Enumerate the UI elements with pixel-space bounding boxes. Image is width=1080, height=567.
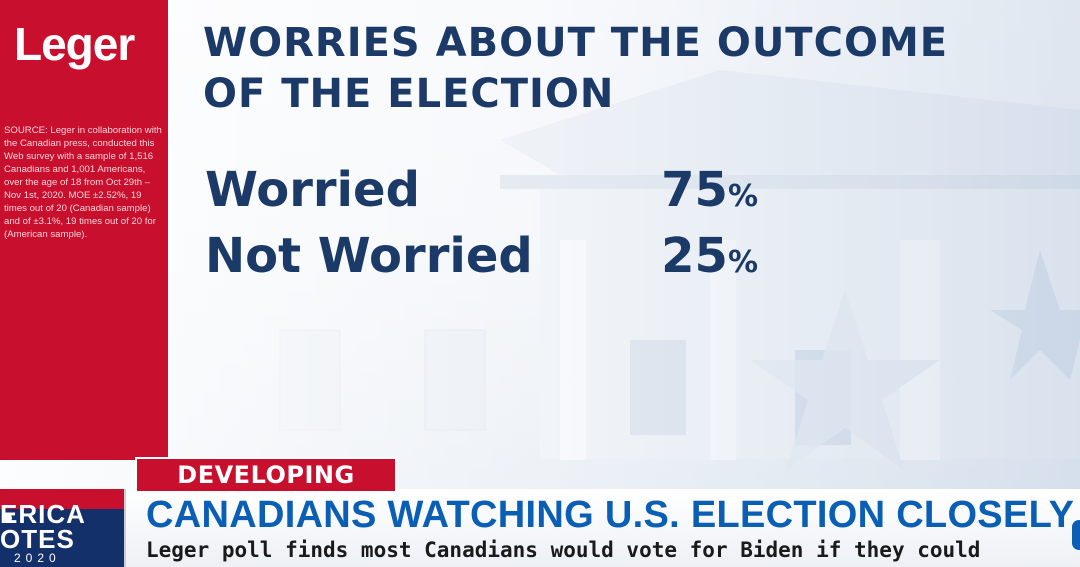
source-panel: Leger SOURCE: Leger in collaboration wit…	[0, 0, 168, 460]
logo-line-1: ERICA	[0, 499, 86, 529]
star-dot-icon	[2, 513, 12, 523]
result-unit: %	[727, 245, 758, 280]
network-bug-icon	[1072, 520, 1080, 550]
result-value: 75%	[608, 160, 758, 227]
logo-year: 2020	[14, 551, 61, 565]
source-note: SOURCE: Leger in collaboration with the …	[4, 125, 162, 240]
america-votes-logo: ERICA OTES 2020	[0, 489, 124, 567]
result-label: Worried	[205, 162, 420, 218]
title-line-1: WORRIES ABOUT THE OUTCOME	[203, 20, 949, 66]
ticker-headline: CANADIANS WATCHING U.S. ELECTION CLOSELY	[146, 494, 1075, 536]
result-unit: %	[727, 179, 758, 214]
logo-line-2: OTES	[0, 524, 75, 554]
lower-third-bar	[0, 489, 1080, 567]
leger-logo: Leger	[14, 18, 135, 70]
lower-third-divider	[124, 489, 126, 567]
result-label: Not Worried	[205, 228, 533, 284]
result-number: 25	[661, 228, 728, 284]
result-value: 25%	[608, 226, 758, 293]
result-number: 75	[661, 162, 728, 218]
developing-news-badge: DEVELOPING NEWS	[135, 457, 397, 521]
graphic-title: WORRIES ABOUT THE OUTCOME OF THE ELECTIO…	[203, 18, 1003, 120]
logo-stripe	[0, 489, 124, 509]
ticker-subline: Leger poll finds most Canadians would vo…	[146, 538, 981, 562]
title-line-2: OF THE ELECTION	[203, 71, 615, 117]
